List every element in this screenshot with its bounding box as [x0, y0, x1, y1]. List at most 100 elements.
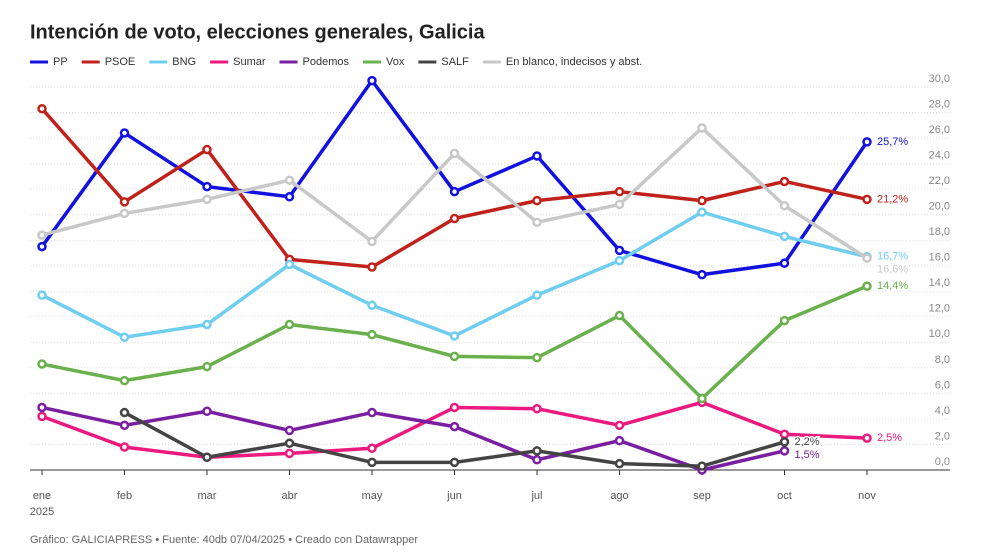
value-label: 25,7%	[877, 136, 908, 148]
x-tick-label: mar	[198, 490, 217, 502]
data-point	[614, 255, 625, 266]
legend-label: BNG	[172, 56, 196, 68]
data-point	[862, 253, 872, 263]
data-point	[37, 411, 47, 422]
data-point	[449, 421, 460, 432]
data-point	[367, 236, 377, 247]
y-tick-label: 28,0	[929, 98, 950, 110]
x-tick-label: ago	[610, 490, 628, 502]
data-point	[532, 446, 542, 456]
data-point	[367, 407, 377, 418]
data-point	[779, 258, 790, 268]
y-tick-label: 6,0	[935, 379, 950, 391]
data-point	[532, 217, 542, 228]
data-point	[779, 437, 790, 447]
y-tick-label: 14,0	[929, 277, 950, 289]
legend-label: PP	[53, 56, 68, 68]
value-label: 16,7%	[877, 251, 908, 263]
y-tick-label: 16,0	[929, 252, 950, 264]
data-point	[119, 375, 130, 386]
footer: Gráfico: GALICIAPRESS • Fuente: 40db 07/…	[30, 534, 418, 546]
data-point	[119, 197, 130, 207]
y-tick-label: 26,0	[929, 124, 950, 136]
data-point	[284, 438, 295, 448]
data-point	[697, 269, 707, 280]
data-point	[119, 442, 130, 452]
legend-label: PSOE	[105, 56, 136, 68]
data-point	[202, 406, 212, 417]
data-point	[779, 231, 790, 242]
data-point	[37, 359, 47, 369]
data-point	[697, 207, 707, 217]
data-point	[367, 443, 377, 454]
data-point	[532, 352, 542, 363]
x-tick-label: jul	[530, 490, 542, 502]
data-point	[532, 455, 542, 465]
data-point	[37, 103, 47, 114]
y-tick-label: 30,0	[929, 73, 950, 85]
data-point	[697, 195, 707, 206]
data-point	[449, 351, 460, 362]
legend-label: SALF	[441, 56, 469, 68]
value-label: 2,5%	[877, 432, 902, 444]
x-tick-label: abr	[282, 490, 298, 502]
data-point	[119, 420, 130, 431]
data-point	[37, 241, 47, 252]
data-point	[202, 361, 212, 372]
data-point	[779, 429, 790, 440]
data-point	[532, 195, 542, 206]
data-point	[614, 458, 625, 469]
data-point	[119, 407, 130, 418]
data-point	[367, 329, 377, 340]
data-point	[779, 315, 790, 326]
data-point	[119, 128, 130, 138]
legend-label: Podemos	[303, 56, 350, 68]
value-label: 2,2%	[795, 436, 820, 448]
data-point	[862, 433, 872, 443]
legend-label: Vox	[386, 56, 405, 68]
x-year-label: 2025	[30, 506, 54, 518]
x-tick-label: may	[362, 490, 383, 502]
x-tick-label: jun	[446, 490, 462, 502]
x-tick-label: sep	[693, 490, 711, 502]
data-point	[284, 175, 295, 185]
data-point	[532, 403, 542, 414]
legend-label: Sumar	[233, 56, 266, 68]
y-tick-label: 2,0	[935, 430, 950, 442]
value-label: 21,2%	[877, 193, 908, 205]
data-point	[37, 402, 47, 413]
series-line	[40, 405, 787, 472]
data-point	[449, 331, 460, 341]
y-tick-label: 8,0	[935, 354, 950, 366]
data-point	[119, 208, 130, 219]
y-tick-label: 0,0	[935, 456, 950, 468]
x-tick-label: feb	[117, 490, 132, 502]
data-point	[697, 123, 707, 133]
data-point	[37, 230, 47, 240]
data-point	[449, 402, 460, 413]
y-tick-label: 4,0	[935, 405, 950, 417]
data-point	[284, 259, 295, 270]
data-point	[862, 281, 872, 291]
data-point	[284, 425, 295, 436]
data-point	[532, 151, 542, 161]
data-point	[367, 75, 377, 86]
data-point	[284, 192, 295, 202]
data-point	[779, 176, 790, 187]
y-tick-label: 20,0	[929, 201, 950, 213]
y-tick-label: 12,0	[929, 303, 950, 315]
data-point	[284, 448, 295, 459]
x-tick-label: ene	[33, 490, 51, 502]
data-point	[367, 262, 377, 272]
data-point	[614, 186, 625, 197]
y-tick-label: 10,0	[929, 328, 950, 340]
data-point	[119, 332, 130, 342]
data-point	[614, 420, 625, 431]
chart-title: Intención de voto, elecciones generales,…	[30, 21, 485, 43]
data-point	[697, 393, 707, 404]
data-point	[367, 300, 377, 311]
value-label: 14,4%	[877, 280, 908, 292]
data-point	[532, 290, 542, 300]
data-point	[449, 457, 460, 468]
